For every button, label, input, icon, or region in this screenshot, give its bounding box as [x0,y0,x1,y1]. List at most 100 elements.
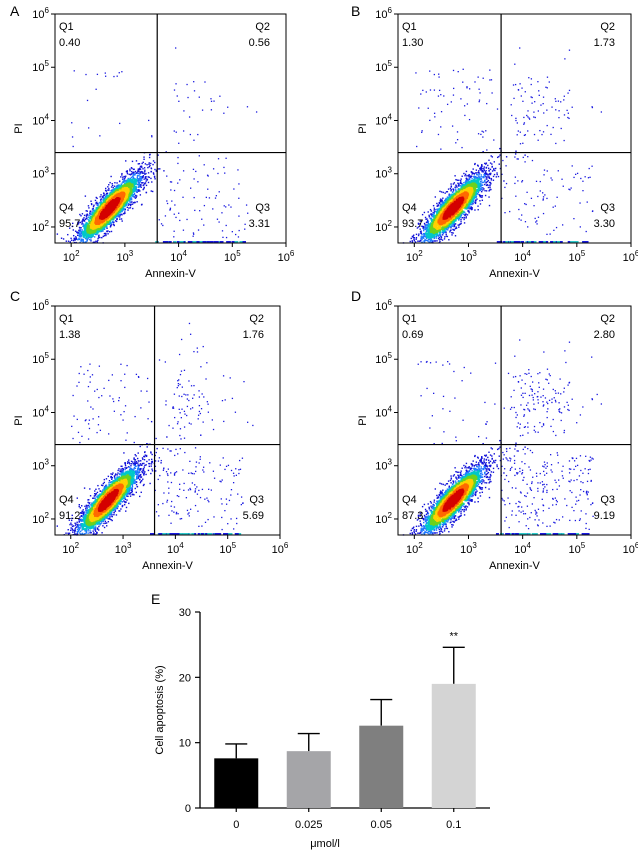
event-dot [123,205,126,208]
event-dot [77,231,80,234]
event-dot [105,194,108,196]
event-dot [134,174,136,176]
event-dot [469,186,472,190]
event-dot [413,240,416,242]
event-dot [499,147,501,150]
event-dot [112,221,115,224]
x-tick-label: 104 [170,249,187,264]
event-dot [492,175,495,178]
event-dot [483,188,485,190]
event-dot [125,175,127,177]
x-tick-label-exp: 5 [236,249,241,258]
event-dot [79,213,81,216]
event-dot [451,220,454,223]
event-dot [425,239,427,242]
event-dot [495,176,498,178]
event-dot [178,212,180,214]
event-dot [193,178,195,180]
event-dot [425,230,428,233]
event-dot [86,210,88,212]
event-dot [103,228,106,230]
event-dot [430,240,432,243]
event-dot [113,75,115,78]
event-dot [130,203,132,206]
event-dot [463,213,465,215]
y-tick-label-exp: 3 [45,166,50,175]
event-dot [82,238,84,241]
event-dot [415,238,417,240]
event-dot [453,182,456,184]
event-dot [118,213,121,215]
event-dot [490,155,492,157]
event-dot [514,153,517,155]
event-dot [150,167,152,169]
baseline-event [173,241,177,243]
event-dot [421,241,423,243]
event-dot [223,166,225,169]
event-dot [459,223,462,225]
event-dot [478,176,481,178]
event-dot [170,181,173,183]
event-dot [99,199,102,201]
event-dot [141,179,143,181]
event-dot [117,189,120,192]
event-dot [110,224,112,227]
event-dot [451,191,454,194]
event-dot [140,186,142,188]
event-dot [150,170,152,173]
event-dot [166,200,168,202]
panel-letter-a: A [10,3,20,19]
event-dot [81,222,83,224]
event-dot [225,236,228,239]
event-dot [430,217,433,220]
event-dot [67,233,69,236]
event-dot [464,203,468,207]
event-dot [157,154,159,156]
event-dot [154,161,156,164]
event-dot [419,220,421,222]
event-dot [173,236,175,238]
event-dot [79,232,81,234]
event-dot [203,224,205,226]
event-dot [141,172,143,174]
event-dot [433,240,436,242]
event-dot [139,190,141,192]
event-dot [463,182,465,184]
event-dot [113,185,116,187]
event-dot [427,223,429,225]
event-dot [144,176,147,178]
event-dot [89,214,91,216]
event-dot [484,171,487,173]
event-dot [212,208,214,210]
baseline-event [165,241,169,243]
event-dot [464,173,467,176]
event-dot [107,186,109,188]
event-dot [444,199,446,202]
event-dot [436,240,438,242]
event-dot [445,191,448,193]
event-dot [217,158,220,160]
event-dot [136,189,138,191]
event-dot [414,241,417,243]
event-dot [130,176,133,179]
event-dot [152,163,154,166]
event-dot [147,166,149,169]
event-dot [479,180,482,183]
event-dot [82,233,85,236]
quadrant-name-q1: Q1 [59,21,74,33]
event-dot [484,173,486,175]
event-dot [145,172,147,175]
event-dot [68,227,71,229]
event-dot [423,232,425,235]
event-dot [449,187,452,190]
event-dot [423,234,425,237]
event-dot [56,233,59,235]
event-dot [122,176,124,178]
event-dot [141,171,144,173]
event-dot [162,224,164,227]
event-dot [79,230,82,232]
event-dot [421,237,423,239]
event-dot [461,198,464,201]
event-dot [472,186,475,189]
event-dot [128,173,130,176]
